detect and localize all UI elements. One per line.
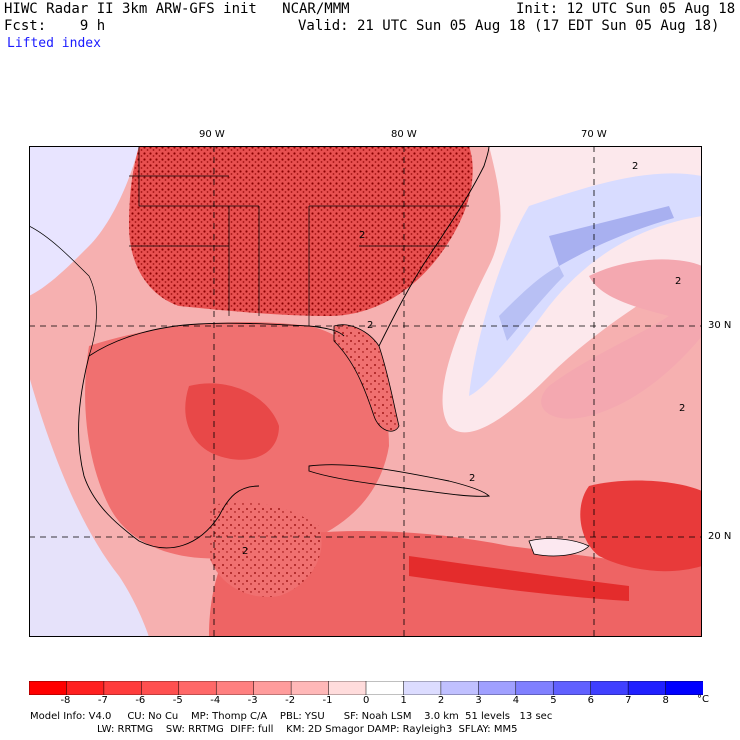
model-info-line1: Model Info: V4.0 CU: No Cu MP: Thomp C/A… xyxy=(30,711,553,722)
colorbar-swatch xyxy=(552,681,592,695)
lifted-index-map: 2 2 2 2 2 2 2 xyxy=(29,146,702,637)
model-info-line2: LW: RRTMG SW: RRTMG DIFF: full KM: 2D Sm… xyxy=(97,724,518,735)
colorbar-tick-label: -5 xyxy=(172,695,183,706)
mexico-border xyxy=(29,225,97,357)
colorbar-tick-label: -6 xyxy=(135,695,146,706)
colorbar-swatch xyxy=(141,681,180,695)
colorbar-swatch xyxy=(178,681,217,695)
us-atlantic-coastline xyxy=(378,146,490,347)
colorbar-swatch xyxy=(215,681,255,695)
contour-label: 2 xyxy=(359,230,365,241)
valid-time: Valid: 21 UTC Sun 05 Aug 18 (17 EDT Sun … xyxy=(298,18,720,34)
lon-label-90w: 90 W xyxy=(199,129,225,140)
convective-region-southeast xyxy=(129,146,473,316)
colorbar-tick-label: -4 xyxy=(210,695,221,706)
unstable-region-caribbean xyxy=(209,531,702,637)
colorbar-tick-label: -1 xyxy=(322,695,333,706)
florida-coast xyxy=(333,324,400,432)
lat-label-20n: 20 N xyxy=(708,531,732,542)
colorbar-tick-label: -8 xyxy=(60,695,71,706)
colorbar-tick-label: 2 xyxy=(437,695,445,706)
colorbar-swatch xyxy=(103,681,143,695)
positive-li-band xyxy=(469,173,702,396)
colorbar-tick-label: 7 xyxy=(625,695,632,706)
colorbar-swatch xyxy=(440,681,480,695)
colorbar-swatch xyxy=(66,681,105,695)
strong-positive-streak xyxy=(549,206,674,266)
contour-label: 2 xyxy=(632,161,638,172)
colorbar-swatch xyxy=(328,681,367,695)
contour-label: 2 xyxy=(469,473,475,484)
colorbar-swatch xyxy=(590,681,629,695)
contour-label: 2 xyxy=(679,403,685,414)
colorbar-tick-label: 4 xyxy=(512,695,520,706)
colorbar xyxy=(29,681,703,695)
pink-swirl xyxy=(541,259,702,419)
colorbar-swatch xyxy=(29,681,68,695)
model-title: HIWC Radar II 3km ARW-GFS init NCAR/MMM xyxy=(4,1,350,17)
caribbean-band xyxy=(409,556,629,601)
central-america-speckle xyxy=(209,502,322,597)
colorbar-tick-label: 6 xyxy=(587,695,595,706)
lat-label-30n: 30 N xyxy=(708,320,732,331)
colorbar-swatch xyxy=(403,681,442,695)
colorbar-tick-label: -2 xyxy=(285,695,296,706)
colorbar-tick-label: 5 xyxy=(550,695,557,706)
map-frame xyxy=(29,146,702,637)
forecast-hour: Fcst: 9 h xyxy=(4,18,106,34)
contour-label: 2 xyxy=(242,546,248,557)
stable-region-mexico xyxy=(29,376,149,637)
field-name: Lifted index xyxy=(7,36,101,51)
contour-label: 2 xyxy=(367,320,373,331)
colorbar-tick-label: -3 xyxy=(247,695,258,706)
colorbar-unit: °C xyxy=(697,694,709,705)
stable-region-west xyxy=(29,146,139,296)
lon-label-70w: 70 W xyxy=(581,129,607,140)
colorbar-swatch xyxy=(627,681,667,695)
colorbar-swatch xyxy=(253,681,292,695)
colorbar-tick-label: 8 xyxy=(662,695,669,706)
colorbar-swatch xyxy=(478,681,517,695)
very-unstable-core xyxy=(185,383,279,460)
contour-label: 2 xyxy=(675,276,681,287)
very-unstable-atlantic-sw xyxy=(580,480,702,572)
cuba xyxy=(308,464,490,497)
init-time: Init: 12 UTC Sun 05 Aug 18 xyxy=(516,1,736,17)
colorbar-swatch xyxy=(365,681,405,695)
strong-positive-streak-2 xyxy=(499,266,564,341)
colorbar-tick-label: -7 xyxy=(97,695,108,706)
colorbar-swatch xyxy=(515,681,554,695)
colorbar-tick-label: 3 xyxy=(475,695,482,706)
colorbar-tick-label: 1 xyxy=(400,695,407,706)
colorbar-swatch xyxy=(290,681,330,695)
colorbar-swatch xyxy=(665,681,703,695)
hispaniola xyxy=(528,538,590,557)
lon-label-80w: 80 W xyxy=(391,129,417,140)
gulf-coastline xyxy=(78,322,345,549)
colorbar-tick-label: 0 xyxy=(363,695,370,706)
